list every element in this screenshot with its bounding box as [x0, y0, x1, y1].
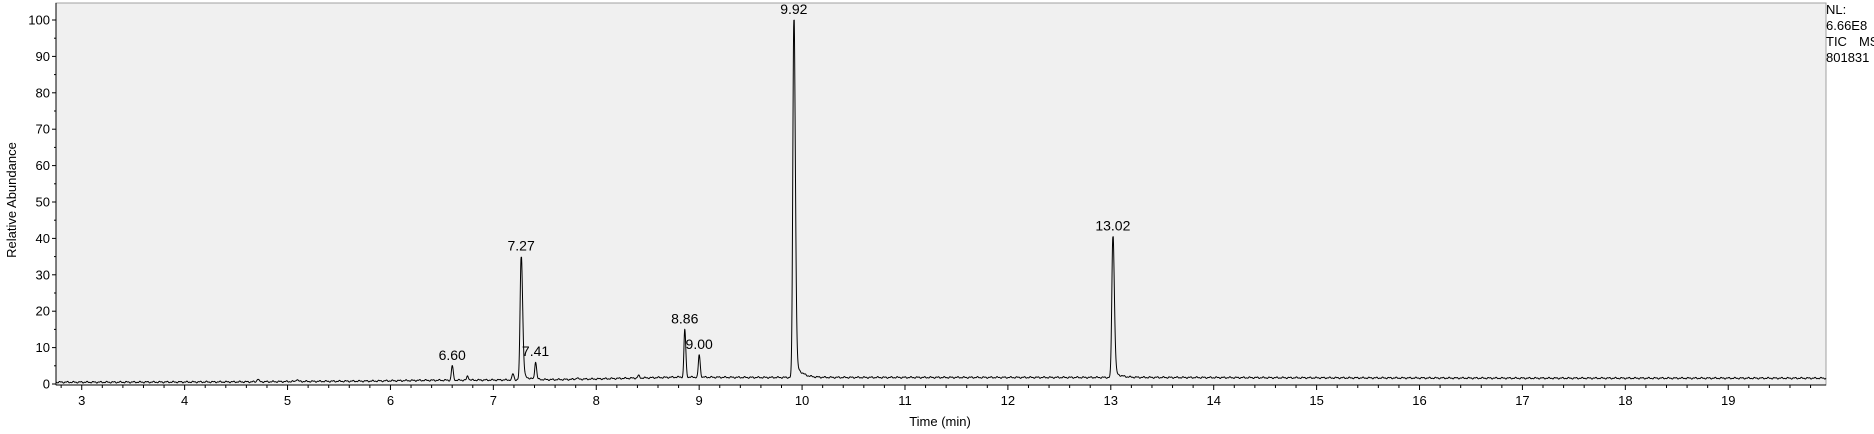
x-tick-label: 16 [1412, 393, 1426, 408]
x-tick-label: 15 [1309, 393, 1323, 408]
scan-type: TIC [1826, 34, 1847, 49]
nl-label: NL: [1826, 2, 1847, 17]
y-tick-label: 20 [36, 304, 50, 319]
x-tick-label: 3 [78, 393, 85, 408]
x-tick-label: 11 [898, 393, 912, 408]
x-tick-label: 8 [593, 393, 600, 408]
x-tick-label: 9 [696, 393, 703, 408]
y-tick-label: 40 [36, 231, 50, 246]
scan-info: NL: 6.66E8 TIC MS 801831 [1826, 2, 1874, 66]
peak-label: 9.92 [780, 1, 807, 17]
y-tick-label: 70 [36, 122, 50, 137]
x-tick-label: 12 [1001, 393, 1015, 408]
file-name: 801831 [1826, 50, 1870, 65]
peak-label: 6.60 [439, 347, 466, 363]
y-tick-label: 30 [36, 267, 50, 282]
y-tick-label: 80 [36, 85, 50, 100]
trace-layer [55, 19, 1827, 384]
nl-value: 6.66E8 [1826, 18, 1868, 33]
x-tick-label: 7 [490, 393, 497, 408]
x-axis: 3 4 5 6 7 8 9 10 11 12 13 14 15 16 17 18 19 [56, 384, 1826, 408]
x-tick-label: 6 [387, 393, 394, 408]
y-tick-label: 100 [28, 13, 50, 28]
peak-label: 9.00 [686, 336, 713, 352]
y-tick-label: 90 [36, 49, 50, 64]
x-tick-label: 13 [1104, 393, 1118, 408]
peak-label: 7.27 [508, 238, 535, 254]
peak-label: 13.02 [1095, 218, 1130, 234]
y-tick-label: 60 [36, 158, 50, 173]
x-tick-label: 17 [1515, 393, 1529, 408]
peak-label: 8.86 [671, 310, 698, 326]
y-axis: 0 10 20 30 40 50 60 70 80 90 100 [28, 3, 57, 392]
x-tick-label: 10 [795, 393, 809, 408]
x-tick-label: 19 [1721, 393, 1735, 408]
x-tick-label: 5 [284, 393, 291, 408]
peak-label: 7.41 [522, 343, 549, 359]
x-tick-label: 18 [1618, 393, 1632, 408]
x-axis-title: Time (min) [909, 414, 971, 429]
scan-mode: MS [1858, 34, 1874, 49]
scan-descriptor: TIC MS [1826, 34, 1874, 50]
plot-area [55, 2, 1827, 386]
y-tick-label: 50 [36, 195, 50, 210]
plot-background [55, 2, 1827, 386]
peak-labels: 6.60 7.27 7.41 8.86 9.00 9.92 13.02 [439, 1, 1131, 363]
y-tick-label: 10 [36, 340, 50, 355]
y-axis-title: Relative Abundance [4, 142, 19, 258]
x-tick-label: 14 [1206, 393, 1220, 408]
y-tick-label: 0 [43, 377, 50, 392]
x-tick-label: 4 [181, 393, 188, 408]
tic-trace [55, 19, 1827, 384]
